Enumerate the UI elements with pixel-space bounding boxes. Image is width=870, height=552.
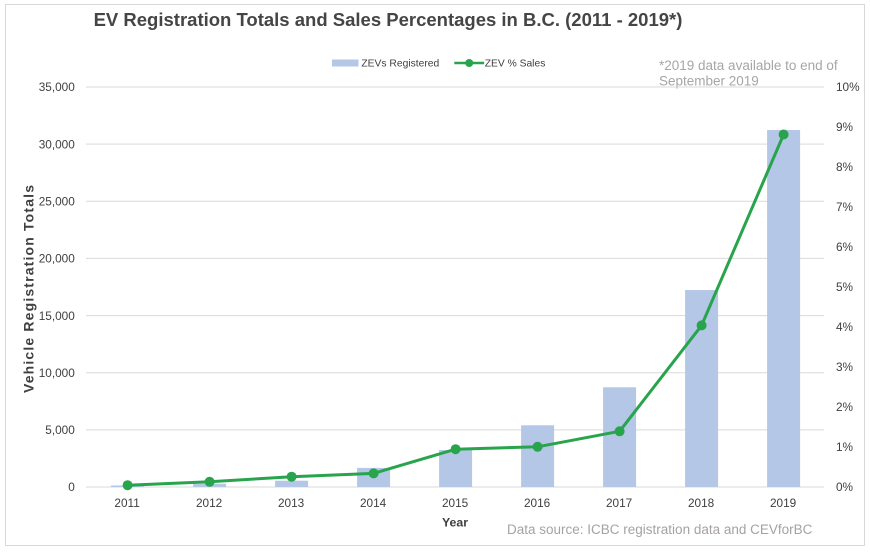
svg-text:2017: 2017 bbox=[606, 496, 632, 510]
svg-text:15,000: 15,000 bbox=[39, 309, 76, 323]
svg-text:8%: 8% bbox=[836, 160, 854, 174]
svg-text:5,000: 5,000 bbox=[45, 423, 75, 437]
svg-text:Vehicle Registration Totals: Vehicle Registration Totals bbox=[21, 185, 37, 393]
svg-text:2012: 2012 bbox=[196, 496, 222, 510]
svg-text:5%: 5% bbox=[836, 280, 854, 294]
svg-text:35,000: 35,000 bbox=[39, 80, 76, 94]
svg-text:9%: 9% bbox=[836, 120, 854, 134]
svg-text:7%: 7% bbox=[836, 200, 854, 214]
svg-text:3%: 3% bbox=[836, 360, 854, 374]
svg-text:*2019 data available to end of: *2019 data available to end of bbox=[659, 58, 838, 73]
svg-text:2018: 2018 bbox=[688, 496, 715, 510]
svg-text:30,000: 30,000 bbox=[39, 137, 76, 151]
svg-text:0: 0 bbox=[68, 480, 75, 494]
svg-text:20,000: 20,000 bbox=[39, 252, 76, 266]
svg-text:10,000: 10,000 bbox=[39, 366, 76, 380]
svg-text:25,000: 25,000 bbox=[39, 195, 76, 209]
svg-text:6%: 6% bbox=[836, 240, 854, 254]
svg-text:2%: 2% bbox=[836, 400, 854, 414]
svg-text:EV Registration Totals and Sal: EV Registration Totals and Sales Percent… bbox=[94, 9, 683, 30]
svg-text:ZEVs Registered: ZEVs Registered bbox=[361, 58, 439, 69]
svg-text:0%: 0% bbox=[836, 480, 854, 494]
svg-text:10%: 10% bbox=[836, 80, 860, 94]
svg-text:September 2019: September 2019 bbox=[659, 74, 759, 89]
svg-text:Year: Year bbox=[442, 516, 468, 530]
svg-text:Data source: ICBC registration: Data source: ICBC registration data and … bbox=[507, 522, 813, 537]
svg-text:2013: 2013 bbox=[278, 496, 305, 510]
svg-text:2016: 2016 bbox=[524, 496, 551, 510]
svg-text:4%: 4% bbox=[836, 320, 854, 334]
svg-text:ZEV % Sales: ZEV % Sales bbox=[485, 58, 546, 69]
svg-text:2011: 2011 bbox=[114, 496, 139, 510]
svg-text:2014: 2014 bbox=[360, 496, 387, 510]
svg-text:2015: 2015 bbox=[442, 496, 469, 510]
svg-text:2019: 2019 bbox=[770, 496, 796, 510]
svg-text:1%: 1% bbox=[836, 440, 854, 454]
